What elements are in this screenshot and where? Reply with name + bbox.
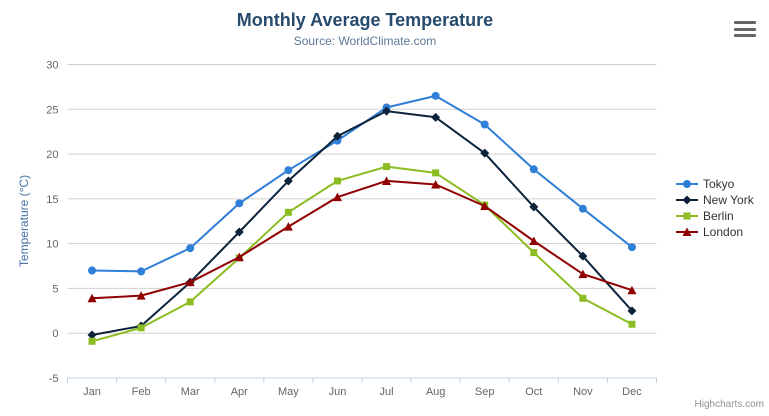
highcharts-credit-link[interactable]: Highcharts.com (694, 399, 764, 410)
legend-label-new-york: New York (703, 193, 754, 207)
new-york-diamond-marker-icon (676, 195, 698, 205)
legend-label-tokyo: Tokyo (703, 177, 735, 191)
xaxis-tick-label: Jun (329, 386, 347, 398)
yaxis-tick-label: 0 (52, 328, 58, 340)
xaxis-tick-label: Mar (181, 386, 200, 398)
xaxis-tick-label: Aug (426, 386, 446, 398)
london-series-line (91, 179, 633, 300)
xaxis-tick-label: Jan (83, 386, 101, 398)
legend-item-london[interactable]: London (676, 224, 754, 240)
legend-item-new-york[interactable]: New York (676, 192, 754, 208)
tokyo-series-line (91, 94, 633, 273)
berlin-series-line (91, 165, 633, 343)
yaxis-tick-label: 20 (46, 149, 58, 161)
xaxis-tick-label: May (278, 386, 299, 398)
xaxis-tick-label: Feb (132, 386, 151, 398)
new-york-series-markers[interactable] (87, 106, 637, 340)
new-york-series-line (91, 110, 633, 336)
hamburger-icon (734, 21, 756, 24)
tokyo-series-markers[interactable] (88, 91, 636, 276)
berlin-square-marker-icon (676, 212, 698, 220)
legend-label-london: London (703, 225, 744, 239)
london-triangle-marker-icon (676, 227, 698, 236)
legend-item-berlin[interactable]: Berlin (676, 208, 754, 224)
chart-legend: Tokyo New York Berlin London (676, 176, 754, 240)
xaxis-tick-label: Apr (231, 386, 248, 398)
yaxis-tick-label: 30 (46, 60, 58, 72)
yaxis-tick-label: 5 (52, 283, 58, 295)
chart-title: Monthly Average Temperature (236, 10, 494, 30)
xaxis-tick-label: Nov (573, 386, 593, 398)
xaxis-tick-label: Oct (525, 386, 542, 398)
yaxis-tick-label: 10 (46, 239, 58, 251)
london-series-markers[interactable] (87, 176, 637, 303)
tokyo-circle-marker-icon (676, 180, 698, 188)
yaxis-tick-label: 15 (46, 194, 58, 206)
yaxis-title: Temperature (°C) (17, 174, 31, 268)
chart-subtitle: Source: WorldClimate.com (293, 34, 437, 48)
chart-context-menu-button[interactable] (734, 21, 756, 37)
legend-item-tokyo[interactable]: Tokyo (676, 176, 754, 192)
xaxis-tick-label: Sep (475, 386, 495, 398)
legend-label-berlin: Berlin (703, 209, 734, 223)
xaxis-tick-label: Dec (622, 386, 642, 398)
xaxis-tick-label: Jul (380, 386, 394, 398)
yaxis-tick-label: 25 (46, 104, 58, 116)
yaxis-tick-label: -5 (49, 373, 59, 385)
